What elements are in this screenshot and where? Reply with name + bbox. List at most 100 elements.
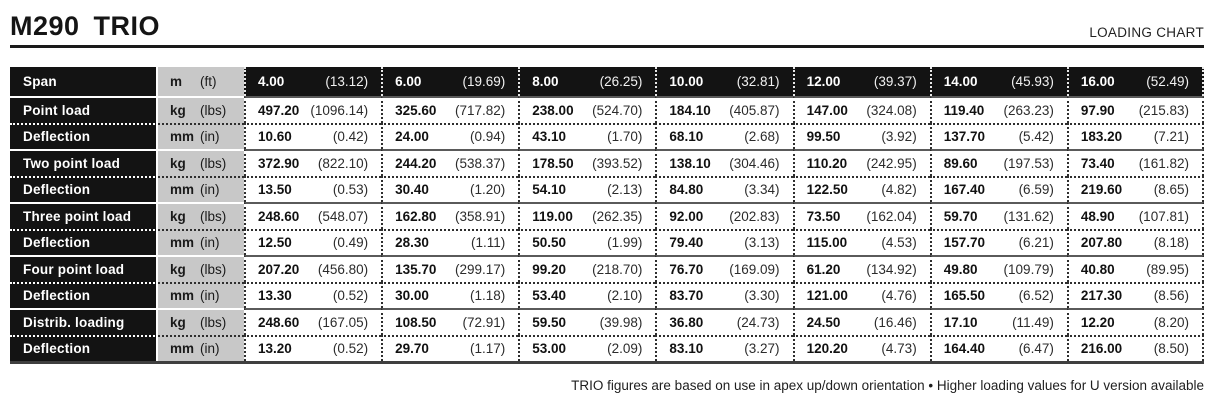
metric-value: 61.20	[806, 261, 841, 277]
value-pair: 138.10 (304.46)	[655, 149, 793, 176]
value-pair: 184.10 (405.87)	[655, 96, 793, 123]
row-label: Deflection	[10, 281, 158, 308]
imperial-value: (1.11)	[471, 235, 506, 251]
unit-metric: mm	[170, 341, 195, 357]
metric-value: 164.40	[943, 341, 985, 357]
title-model: M290	[10, 11, 80, 41]
value-pair: 84.80 (3.34)	[655, 175, 793, 202]
imperial-value: (162.04)	[866, 208, 917, 224]
value-pair: 207.20 (456.80)	[244, 255, 382, 282]
metric-value: 50.50	[532, 235, 567, 251]
imperial-value: (218.70)	[592, 261, 643, 277]
table-row-three-point-load: Three point load kg (lbs) 248.60 (548.07) 162…	[10, 202, 1204, 229]
imperial-value: (548.07)	[317, 208, 369, 224]
metric-value: 248.60	[258, 208, 300, 224]
unit-imperial: (in)	[200, 129, 220, 145]
table-row-deflection: Deflection mm (in) 13.50 (0.53) 30.40 (1.20) 54…	[10, 175, 1204, 202]
table-row-point-load: Point load kg (lbs) 497.20 (1096.14) 325.60 (7…	[10, 96, 1204, 123]
value-pair: 217.30 (8.56)	[1066, 281, 1204, 308]
value-pair: 89.60 (197.53)	[929, 149, 1067, 176]
metric-value: 147.00	[806, 102, 848, 118]
metric-value: 137.70	[943, 129, 985, 145]
imperial-value: (13.12)	[325, 74, 369, 89]
imperial-value: (324.08)	[866, 102, 917, 118]
value-pair: 178.50 (393.52)	[518, 149, 656, 176]
imperial-value: (131.62)	[1003, 208, 1054, 224]
metric-value: 76.70	[669, 261, 704, 277]
imperial-value: (242.95)	[866, 155, 917, 171]
imperial-value: (524.70)	[592, 102, 643, 118]
imperial-value: (4.53)	[881, 235, 917, 251]
metric-value: 219.60	[1080, 182, 1123, 198]
unit-imperial: (in)	[200, 235, 220, 251]
metric-value: 13.20	[258, 341, 292, 357]
imperial-value: (0.49)	[332, 235, 369, 251]
table-row-deflection: Deflection mm (in) 12.50 (0.49) 28.30 (1.11) 50…	[10, 228, 1204, 255]
imperial-value: (262.35)	[592, 208, 643, 224]
imperial-value: (456.80)	[317, 261, 369, 277]
imperial-value: (16.46)	[873, 314, 917, 330]
metric-value: 40.80	[1080, 261, 1115, 277]
value-pair: 83.70 (3.30)	[655, 281, 793, 308]
imperial-value: (3.27)	[744, 341, 780, 357]
row-label: Deflection	[10, 334, 158, 361]
value-pair: 119.00 (262.35)	[518, 202, 656, 229]
row-units: kg (lbs)	[158, 255, 244, 282]
value-pair: 79.40 (3.13)	[655, 228, 793, 255]
value-pair: 216.00 (8.50)	[1066, 334, 1204, 361]
imperial-value: (19.69)	[462, 74, 506, 89]
value-pair: 110.20 (242.95)	[792, 149, 930, 176]
imperial-value: (2.09)	[607, 341, 643, 357]
imperial-value: (8.65)	[1153, 182, 1189, 198]
value-pair: 135.70 (299.17)	[381, 255, 519, 282]
imperial-value: (2.68)	[744, 129, 780, 145]
imperial-value: (6.52)	[1018, 288, 1054, 304]
value-pair: 99.50 (3.92)	[792, 122, 930, 149]
metric-value: 59.70	[943, 208, 978, 224]
metric-value: 119.00	[532, 208, 573, 224]
imperial-value: (8.20)	[1153, 314, 1189, 330]
metric-value: 53.40	[532, 288, 567, 304]
metric-value: 13.30	[258, 288, 292, 304]
unit-imperial: (in)	[200, 288, 220, 304]
metric-value: 83.10	[669, 341, 704, 357]
value-pair: 43.10 (1.70)	[518, 122, 656, 149]
value-pair: 115.00 (4.53)	[792, 228, 930, 255]
imperial-value: (1.17)	[470, 341, 506, 357]
unit-metric: mm	[170, 235, 195, 251]
table-row-deflection: Deflection mm (in) 10.60 (0.42) 24.00 (0.94) 43…	[10, 122, 1204, 149]
imperial-value: (161.82)	[1138, 155, 1189, 171]
imperial-value: (26.25)	[599, 74, 643, 89]
value-pair: 50.50 (1.99)	[518, 228, 656, 255]
imperial-value: (822.10)	[317, 155, 369, 171]
metric-value: 73.40	[1080, 155, 1115, 171]
metric-value: 183.20	[1080, 129, 1123, 145]
unit-metric: mm	[170, 182, 195, 198]
value-pair: 6.00 (19.69)	[381, 67, 519, 96]
imperial-value: (109.79)	[1003, 261, 1054, 277]
unit-imperial: (ft)	[200, 74, 217, 89]
value-pair: 73.50 (162.04)	[792, 202, 930, 229]
unit-metric: m	[170, 74, 183, 89]
imperial-value: (8.50)	[1153, 341, 1189, 357]
metric-value: 13.50	[258, 182, 292, 198]
metric-value: 12.00	[806, 74, 841, 89]
metric-value: 138.10	[669, 155, 711, 171]
value-pair: 68.10 (2.68)	[655, 122, 793, 149]
metric-value: 30.00	[395, 288, 429, 304]
value-pair: 73.40 (161.82)	[1066, 149, 1204, 176]
imperial-value: (3.92)	[881, 129, 917, 145]
metric-value: 372.90	[258, 155, 300, 171]
row-label: Span	[10, 67, 158, 96]
value-pair: 36.80 (24.73)	[655, 308, 793, 335]
value-pair: 40.80 (89.95)	[1066, 255, 1204, 282]
value-pair: 12.20 (8.20)	[1066, 308, 1204, 335]
metric-value: 68.10	[669, 129, 704, 145]
value-pair: 248.60 (548.07)	[244, 202, 382, 229]
unit-imperial: (lbs)	[200, 314, 227, 330]
value-pair: 238.00 (524.70)	[518, 96, 656, 123]
value-pair: 13.20 (0.52)	[244, 334, 382, 361]
value-pair: 30.40 (1.20)	[381, 175, 519, 202]
imperial-value: (169.09)	[729, 261, 780, 277]
